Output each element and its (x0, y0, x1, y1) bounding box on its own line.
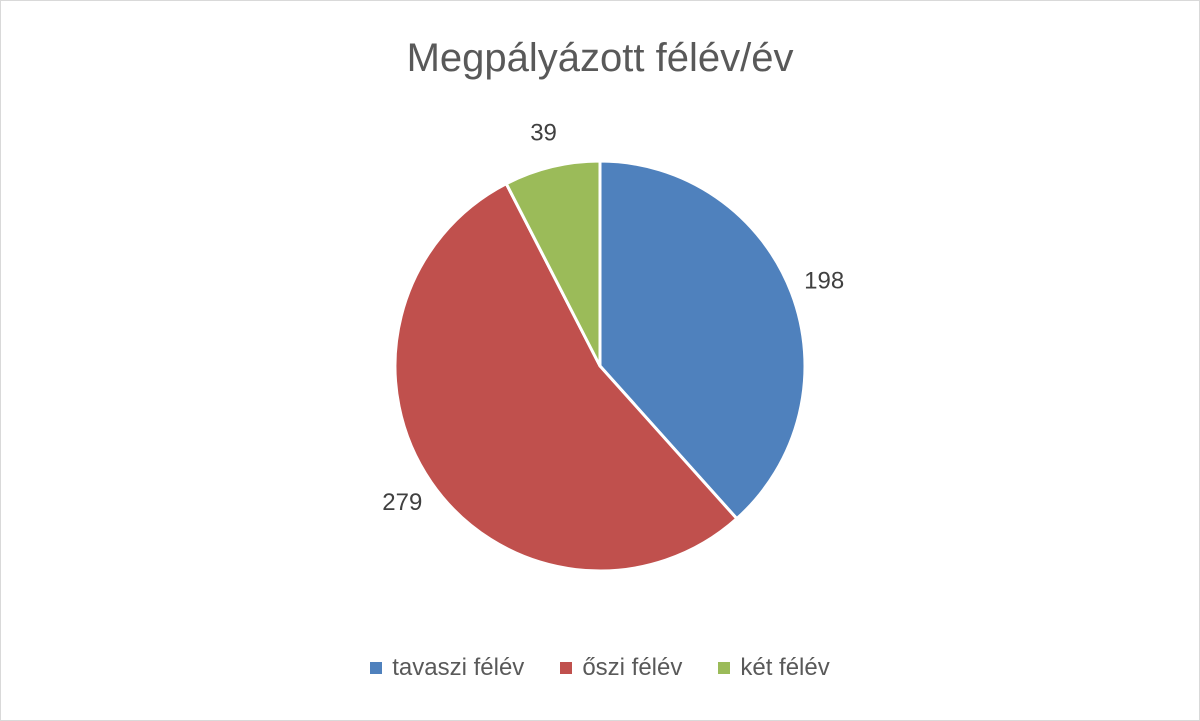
data-label-1: 198 (804, 267, 844, 294)
pie-data-labels: 198 279 39 (382, 120, 844, 516)
data-label-3: 39 (530, 120, 557, 147)
legend-swatch (718, 662, 731, 674)
chart-legend: tavaszi félév őszi félév két félév (0, 654, 1200, 682)
pie-slice-2 (393, 182, 739, 573)
pie-slices (393, 159, 807, 573)
pie-slice-3 (504, 159, 602, 368)
chart-title: Megpályázott félév/év (406, 36, 794, 80)
legend-item-1: tavaszi félév (370, 654, 524, 682)
pie-slice-1 (598, 159, 807, 521)
data-label-2: 279 (382, 489, 422, 516)
legend-label: tavaszi félév (392, 654, 525, 681)
legend-item-2: őszi félév (560, 654, 682, 682)
legend-swatch (370, 662, 383, 674)
legend-swatch (560, 662, 573, 674)
legend-label: két félév (740, 654, 830, 681)
legend-item-3: két félév (718, 654, 830, 682)
legend-label: őszi félév (582, 654, 683, 681)
